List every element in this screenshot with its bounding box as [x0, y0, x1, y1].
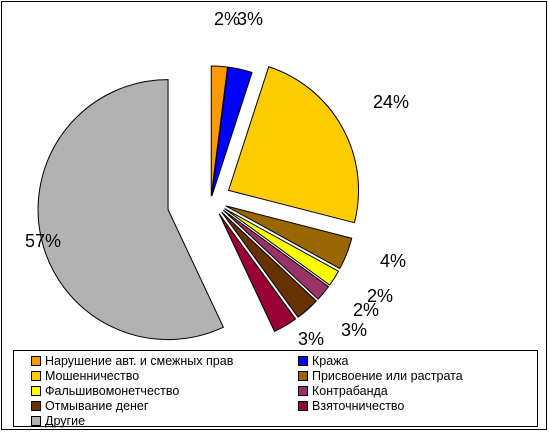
legend-swatch: [31, 401, 41, 411]
legend-label: Присвоение или растрата: [312, 369, 463, 383]
slice-value-label: 2%: [353, 300, 379, 320]
legend-label: Другие: [45, 414, 86, 428]
legend-item: Нарушение авт. и смежных прав: [31, 354, 233, 368]
legend-item: Фальшивомонетчество: [31, 384, 179, 398]
pie-slice: [218, 213, 297, 333]
slice-value-label: 2%: [367, 286, 393, 306]
legend-label: Контрабанда: [312, 384, 388, 398]
legend-swatch: [298, 371, 308, 381]
slice-value-label: 3%: [341, 320, 367, 340]
pie-slice: [210, 65, 229, 197]
slice-value-label: 57%: [25, 231, 61, 251]
legend-label: Взяточничество: [312, 399, 405, 413]
legend-item: Контрабанда: [298, 384, 388, 398]
legend-label: Фальшивомонетчество: [45, 384, 180, 398]
legend-item: Взяточничество: [298, 399, 404, 413]
legend-label: Кража: [312, 354, 349, 368]
slice-value-label: 3%: [237, 9, 263, 29]
slice-labels: 2%3%24%4%2%2%3%3%57%: [25, 9, 409, 348]
slice-value-label: 24%: [373, 92, 409, 112]
pie-chart: 2%3%24%4%2%2%3%3%57%: [25, 9, 409, 348]
pie-slice: [227, 66, 359, 224]
slice-value-label: 3%: [298, 329, 324, 348]
legend-swatch: [31, 371, 41, 381]
legend-swatch: [298, 386, 308, 396]
pie-slice: [224, 208, 340, 286]
legend-label: Отмывание денег: [45, 399, 149, 413]
pie-slice: [221, 211, 318, 318]
legend-swatch: [31, 416, 41, 426]
legend-swatch: [31, 386, 41, 396]
legend-swatch: [298, 356, 308, 366]
legend-label: Нарушение авт. и смежных прав: [45, 354, 234, 368]
pie-slice: [225, 205, 353, 270]
pie-slice: [211, 66, 253, 197]
legend-label: Мошенничество: [45, 369, 140, 383]
slice-value-label: 4%: [380, 251, 406, 271]
legend-item: Кража: [298, 354, 349, 368]
legend-item: Присвоение или растрата: [298, 369, 463, 383]
pie-slice: [222, 209, 330, 300]
legend-swatch: [298, 401, 308, 411]
legend-swatch: [31, 356, 41, 366]
pie-slice: [37, 79, 225, 341]
slice-value-label: 2%: [214, 9, 240, 29]
legend: Нарушение авт. и смежных прав Кража Мошенн…: [13, 350, 538, 428]
pie-slices: [37, 65, 359, 341]
legend-item: Другие: [31, 414, 85, 428]
legend-item: Мошенничество: [31, 369, 139, 383]
legend-item: Отмывание денег: [31, 399, 148, 413]
